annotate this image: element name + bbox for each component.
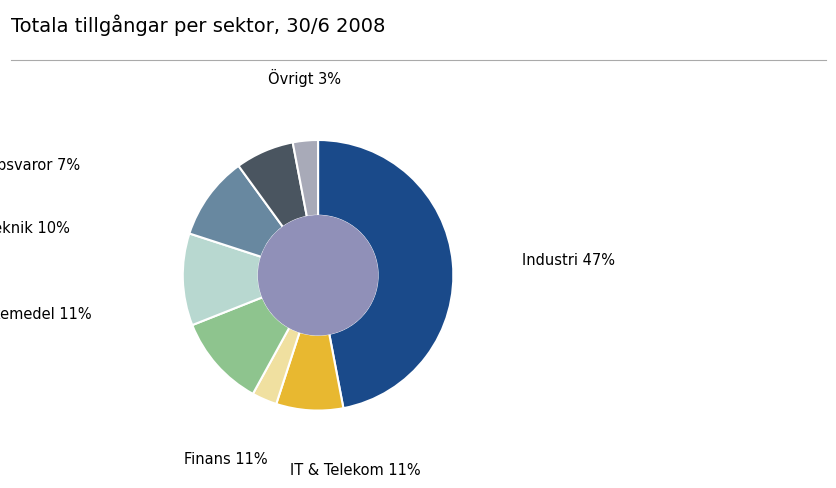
Text: Medicinteknik 10%: Medicinteknik 10% xyxy=(0,221,70,236)
Text: Finans 11%: Finans 11% xyxy=(184,451,268,466)
Circle shape xyxy=(258,216,377,335)
Wedge shape xyxy=(189,166,283,257)
Text: Sällanköpsvaror 7%: Sällanköpsvaror 7% xyxy=(0,158,80,172)
Wedge shape xyxy=(293,141,318,217)
Wedge shape xyxy=(182,234,263,325)
Text: Läkemedel 11%: Läkemedel 11% xyxy=(0,306,92,321)
Wedge shape xyxy=(238,143,307,228)
Wedge shape xyxy=(276,332,343,411)
Text: Totala tillgångar per sektor, 30/6 2008: Totala tillgångar per sektor, 30/6 2008 xyxy=(11,15,385,36)
Wedge shape xyxy=(318,141,453,408)
Text: Industri 47%: Industri 47% xyxy=(522,252,614,267)
Wedge shape xyxy=(252,328,299,404)
Text: Övrigt 3%: Övrigt 3% xyxy=(268,69,341,87)
Text: IT & Telekom 11%: IT & Telekom 11% xyxy=(289,462,420,477)
Wedge shape xyxy=(192,298,289,394)
